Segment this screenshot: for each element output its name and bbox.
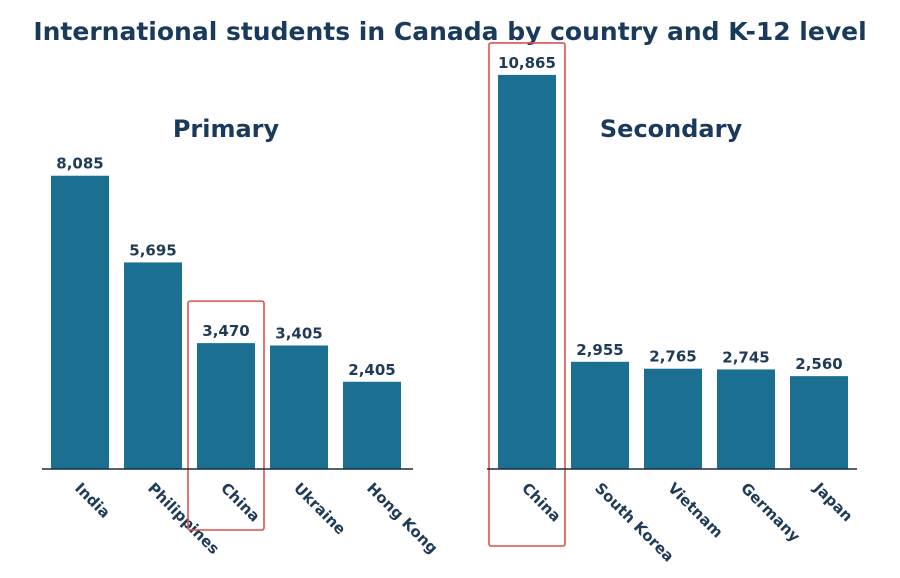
data-label: 3,405 <box>275 324 322 342</box>
x-tick-label: India <box>71 479 114 522</box>
bar <box>717 369 775 469</box>
data-label: 2,405 <box>348 361 395 379</box>
data-label: 10,865 <box>498 54 556 72</box>
data-label: 2,745 <box>722 348 769 366</box>
highlight-box <box>488 42 566 547</box>
data-label: 5,695 <box>129 241 176 259</box>
bar <box>51 175 109 470</box>
x-tick-label: China <box>518 479 564 525</box>
x-tick-label: Hong Kong <box>363 479 441 557</box>
bar <box>270 345 328 469</box>
highlight-box <box>187 300 265 531</box>
x-tick-label: China <box>217 479 263 525</box>
chart-panel-primary: Primary 8,085 India 5,695 Philippines 3,470 Ch… <box>42 115 441 558</box>
x-tick-label: Ukraine <box>290 479 349 538</box>
bar <box>343 381 401 469</box>
data-label: 2,560 <box>795 355 842 373</box>
data-label: 8,085 <box>56 155 103 173</box>
bar <box>571 361 629 469</box>
x-tick-label: Philippines <box>144 479 223 558</box>
x-tick-label: Germany <box>737 479 804 546</box>
x-tick-label: Vietnam <box>664 479 726 541</box>
bar <box>790 376 848 469</box>
bar <box>124 262 182 469</box>
bar <box>197 343 255 469</box>
chart-title: International students in Canada by coun… <box>33 17 866 46</box>
data-label: 2,955 <box>576 341 623 359</box>
data-label: 2,765 <box>649 348 696 366</box>
bar <box>644 368 702 469</box>
panel-title: Primary <box>173 115 280 143</box>
bar <box>498 74 556 469</box>
panel-title: Secondary <box>600 115 743 143</box>
data-label: 3,470 <box>202 322 249 340</box>
x-tick-label: Japan <box>809 478 856 525</box>
